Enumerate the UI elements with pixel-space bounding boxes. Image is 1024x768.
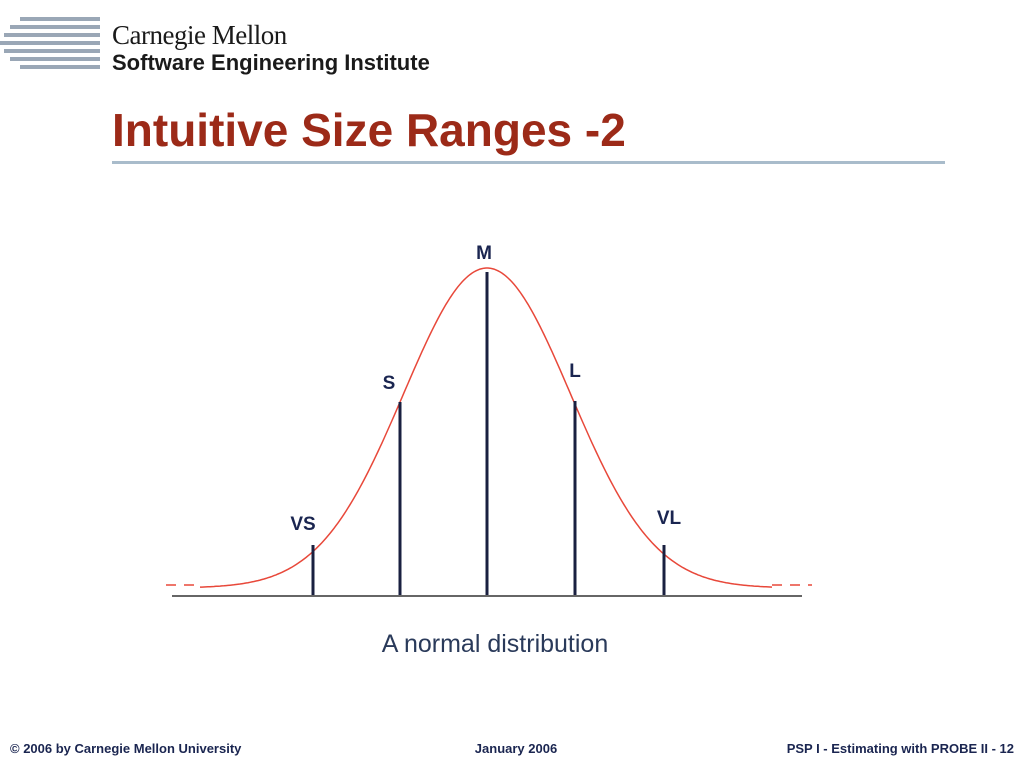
range-label: VS xyxy=(290,514,315,535)
institute-name: Software Engineering Institute xyxy=(112,50,430,75)
footer-right: PSP I - Estimating with PROBE II - 12 xyxy=(786,741,1014,756)
range-label: S xyxy=(383,373,396,394)
footer-center: January 2006 xyxy=(474,741,558,756)
logo-stripes xyxy=(0,17,100,69)
caption: A normal distribution xyxy=(381,630,609,658)
range-label: M xyxy=(476,243,492,264)
footer-left: © 2006 by Carnegie Mellon University xyxy=(10,741,242,756)
title-rule xyxy=(112,161,945,164)
normal-curve xyxy=(200,267,773,588)
distribution-diagram: VS S M L VL xyxy=(166,243,812,597)
range-label: VL xyxy=(657,508,682,529)
range-label: L xyxy=(569,361,581,382)
org-name: Carnegie Mellon xyxy=(112,20,287,50)
slide-title: Intuitive Size Ranges -2 xyxy=(112,104,626,156)
